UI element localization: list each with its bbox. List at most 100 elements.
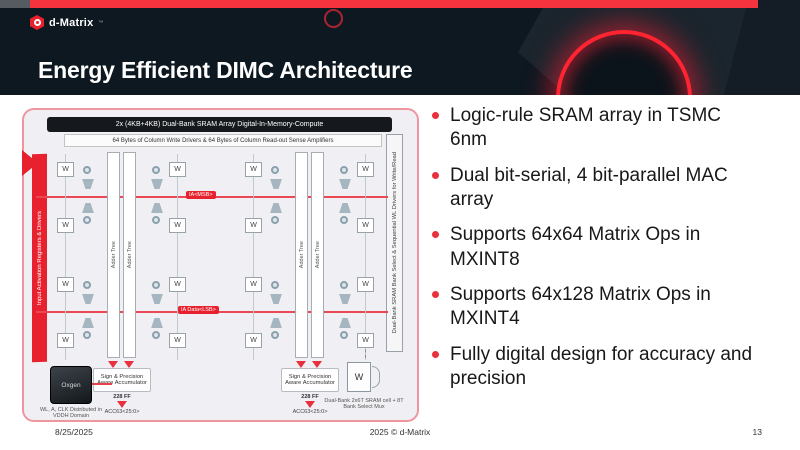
sram-cell-detail: W	[347, 362, 371, 392]
down-arrow-icon	[124, 361, 134, 368]
dmatrix-logo: d-Matrix ™	[30, 15, 103, 30]
compute-group-right: W W W W W W W W	[240, 150, 380, 418]
mac-symbol-stack	[269, 281, 283, 343]
ribbon-label: Input Activation Registers & Drivers	[36, 210, 43, 306]
weight-cell: W	[57, 162, 74, 177]
footer-page-number: 13	[752, 427, 762, 437]
bullet-text: Supports 64x128 Matrix Ops in MXINT4	[450, 283, 711, 330]
multiplier-icon	[152, 331, 160, 339]
page-title: Energy Efficient DIMC Architecture	[38, 57, 413, 83]
weight-cell: W	[169, 333, 186, 348]
adder-tree-label: Adder Tree	[314, 241, 321, 269]
bank-select-bar: Dual-Bank SRAM Bank Select & Sequential …	[386, 134, 403, 352]
chip-die-thumbnail: Oxgen	[50, 366, 92, 404]
mac-symbol-stack	[338, 166, 352, 228]
multiplier-icon	[271, 216, 279, 224]
weight-cell: W	[357, 277, 374, 292]
down-arrow-icon	[296, 361, 306, 368]
adder-tree-label: Adder Tree	[110, 241, 117, 269]
bullet-list: Logic-rule SRAM array in TSMC 6nm Dual b…	[432, 104, 762, 402]
bullet-item: Supports 64x64 Matrix Ops in MXINT8	[432, 223, 762, 272]
footer-copyright: 2025 © d-Matrix	[369, 427, 431, 437]
driver-icon	[82, 318, 94, 328]
multiplier-icon	[83, 331, 91, 339]
column-line	[253, 154, 254, 360]
down-arrow-icon	[117, 401, 127, 408]
driver-icon	[339, 294, 351, 304]
multiplier-icon	[271, 166, 279, 174]
bullet-icon	[432, 231, 439, 239]
bus-label-2: IA Data<LSB>	[178, 306, 219, 314]
multiplier-icon	[152, 281, 160, 289]
input-activation-ribbon: Input Activation Registers & Drivers	[32, 153, 47, 363]
multiplier-icon	[83, 281, 91, 289]
down-arrow-icon	[108, 361, 118, 368]
weight-cell: W	[57, 277, 74, 292]
mac-symbol-stack	[81, 166, 95, 228]
accumulator-ff-label: 228 FF	[301, 394, 319, 400]
column-line	[177, 154, 178, 360]
accumulator-box: Sign & Precision Aware Accumulator	[93, 368, 151, 392]
bullet-icon	[432, 171, 439, 179]
weight-cell: W	[57, 333, 74, 348]
adder-tree-label: Adder Tree	[126, 241, 133, 269]
bullet-text: Logic-rule SRAM array in TSMC 6nm	[450, 105, 722, 151]
chip-caption: WL, A, CLK Distributed in VDDH Domain	[39, 407, 103, 420]
mac-symbol-stack	[338, 281, 352, 343]
weight-cell: W	[169, 218, 186, 233]
weight-cell: W	[245, 218, 262, 233]
driver-icon	[151, 318, 163, 328]
weight-cell: W	[245, 333, 262, 348]
compute-group-left: W W W W W W W W	[52, 150, 192, 418]
adder-tree-label: Adder Tree	[298, 241, 305, 269]
down-arrow-icon	[312, 361, 322, 368]
bullet-item: Fully digital design for accuracy and pr…	[432, 343, 762, 392]
weight-cell: W	[357, 333, 374, 348]
driver-icon	[151, 203, 163, 213]
bullet-icon	[432, 112, 439, 119]
bank-select-label: Dual-Bank SRAM Bank Select & Sequential …	[391, 152, 398, 334]
mac-symbol-stack	[269, 166, 283, 228]
bus-label-1: IA<MSB>	[186, 191, 216, 199]
driver-icon	[339, 203, 351, 213]
column-line	[65, 154, 66, 360]
cell-dashed-connector	[365, 338, 366, 358]
logo-text: d-Matrix	[49, 16, 94, 29]
multiplier-icon	[340, 216, 348, 224]
diagram-title-bar: 2x (4KB+4KB) Dual-Bank SRAM Array Digita…	[47, 117, 392, 132]
accumulator-ff-label: 228 FF	[113, 394, 131, 400]
small-ring-decoration	[324, 9, 343, 28]
column-line	[365, 154, 366, 360]
driver-icon	[82, 294, 94, 304]
bullet-item: Dual bit-serial, 4 bit-parallel MAC arra…	[432, 164, 762, 213]
multiplier-icon	[83, 216, 91, 224]
multiplier-icon	[152, 216, 160, 224]
down-arrow-icon	[305, 401, 315, 408]
driver-icon	[270, 318, 282, 328]
multiplier-icon	[152, 166, 160, 174]
adder-tree: Adder Tree	[311, 152, 324, 358]
chip-connector-line	[92, 383, 112, 385]
bullet-text: Dual bit-serial, 4 bit-parallel MAC arra…	[450, 164, 728, 210]
top-accent-bar	[30, 0, 758, 8]
weight-cell: W	[245, 162, 262, 177]
logo-trademark: ™	[98, 19, 104, 26]
driver-icon	[270, 294, 282, 304]
weight-cell: W	[57, 218, 74, 233]
weight-cell: W	[245, 277, 262, 292]
bullet-item: Logic-rule SRAM array in TSMC 6nm	[432, 104, 762, 153]
multiplier-icon	[340, 166, 348, 174]
slide-header: d-Matrix ™ Energy Efficient DIMC Archite…	[0, 0, 800, 95]
multiplier-icon	[340, 281, 348, 289]
accumulator-box: Sign & Precision Aware Accumulator	[281, 368, 339, 392]
bullet-icon	[432, 290, 439, 298]
weight-cell: W	[357, 218, 374, 233]
driver-icon	[270, 179, 282, 189]
multiplier-icon	[83, 166, 91, 174]
driver-icon	[151, 294, 163, 304]
driver-icon	[270, 203, 282, 213]
logo-hexagon-icon	[30, 15, 44, 30]
multiplier-icon	[271, 281, 279, 289]
accumulator-output-label: ACC63<25:0>	[292, 409, 328, 415]
